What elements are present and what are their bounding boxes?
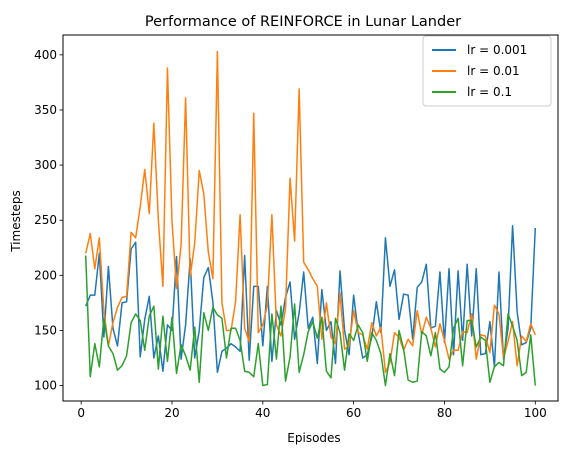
y-tick-label: 250 <box>34 213 57 227</box>
y-axis-label: Timesteps <box>9 190 23 253</box>
series-line-3 <box>84 255 537 387</box>
plot-lines <box>84 50 537 387</box>
x-axis-label: Episodes <box>287 431 340 445</box>
y-tick-label: 200 <box>34 268 57 282</box>
y-tick-label: 100 <box>34 379 57 393</box>
x-tick-label: 40 <box>255 406 270 420</box>
plot-frame <box>62 34 559 402</box>
x-tick-label: 60 <box>346 406 361 420</box>
y-tick-label: 350 <box>34 103 57 117</box>
y-tick-label: 400 <box>34 48 57 62</box>
chart-title: Performance of REINFORCE in Lunar Lander <box>145 14 461 30</box>
legend: lr = 0.001 lr = 0.01 lr = 0.1 <box>422 35 552 107</box>
y-tick-label: 150 <box>34 323 57 337</box>
legend-label-2: lr = 0.01 <box>467 64 520 78</box>
x-tick-label: 20 <box>164 406 179 420</box>
series-line-1 <box>85 224 537 374</box>
x-tick-label: 100 <box>524 406 547 420</box>
legend-label-1: lr = 0.001 <box>467 43 527 57</box>
y-tick-label: 300 <box>34 158 57 172</box>
x-tick-label: 0 <box>77 406 85 420</box>
x-tick-label: 80 <box>437 406 452 420</box>
x-axis-ticks: 0 20 40 60 80 100 <box>77 401 547 420</box>
y-axis-ticks: 100 150 200 250 300 350 400 <box>34 48 63 393</box>
legend-box <box>422 35 552 107</box>
legend-label-3: lr = 0.1 <box>467 85 512 99</box>
